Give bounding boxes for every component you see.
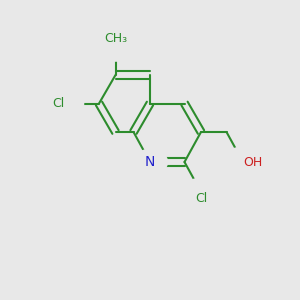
Text: Cl: Cl [52, 97, 64, 110]
Ellipse shape [221, 146, 265, 178]
Text: Cl: Cl [195, 192, 207, 205]
Ellipse shape [181, 178, 221, 206]
Ellipse shape [45, 89, 84, 118]
Text: OH: OH [243, 155, 262, 169]
Text: N: N [145, 155, 155, 169]
Text: CH₃: CH₃ [104, 32, 127, 45]
Ellipse shape [92, 28, 139, 62]
Ellipse shape [132, 149, 168, 175]
